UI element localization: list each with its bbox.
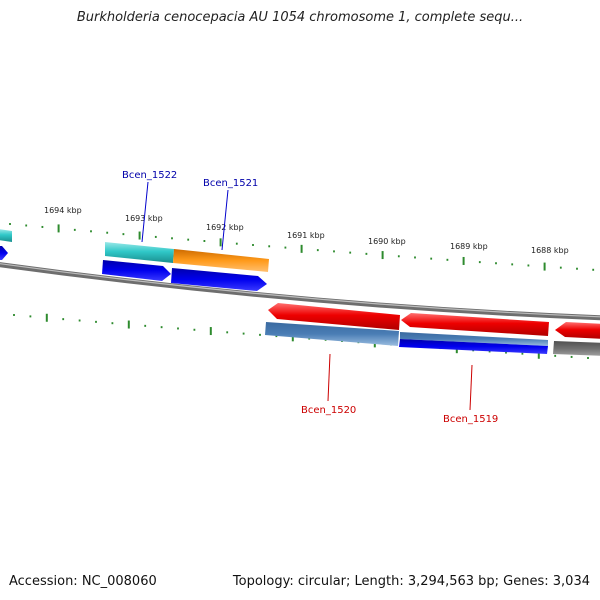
feature-bcen-1521-gene[interactable] [173,249,269,272]
cds-arrow-bcen-1519[interactable] [401,313,549,336]
gene-labels: Bcen_1522 Bcen_1521 Bcen_1520 Bcen_1519 [122,170,498,425]
sequence-summary-text: Topology: circular; Length: 3,294,563 bp… [232,574,590,589]
genome-backbone-highlight [0,263,600,318]
cds-arrow-bcen-1522[interactable] [102,260,171,281]
kbp-label-1692: 1692 kbp [206,223,244,232]
feature-gray-right-edge[interactable] [553,341,600,356]
genome-backbone [0,262,600,321]
cds-arrow-bcen-1520[interactable] [268,303,400,330]
kbp-label-1691: 1691 kbp [287,231,325,240]
kbp-label-1688: 1688 kbp [531,246,569,255]
feature-teal-left-edge[interactable] [0,229,12,242]
gene-arrow-left-edge[interactable] [0,246,8,260]
cds-arrow-right-edge[interactable] [555,322,600,339]
gene-label-bcen-1520[interactable]: Bcen_1520 [301,405,356,416]
feature-bcen-1520-gene[interactable] [265,322,399,346]
leader-line-bcen-1519 [469,364,473,411]
gene-label-bcen-1522[interactable]: Bcen_1522 [122,170,177,181]
gene-label-bcen-1521[interactable]: Bcen_1521 [203,178,258,189]
gene-label-bcen-1519[interactable]: Bcen_1519 [443,414,498,425]
kbp-label-1689: 1689 kbp [450,242,488,251]
feature-bcen-1519-gene-steel[interactable] [400,332,548,346]
forward-strand-features [0,229,269,291]
leader-line-bcen-1520 [327,353,331,402]
gene-label-leaders [141,181,473,411]
feature-bcen-1522-gene[interactable] [105,242,174,263]
upper-tick-row [9,223,595,271]
kbp-label-1694: 1694 kbp [44,206,82,215]
feature-bcen-1519-gene[interactable] [399,339,548,354]
page-title: Burkholderia cenocepacia AU 1054 chromos… [76,10,524,25]
leader-line-bcen-1521 [221,189,229,251]
kbp-label-1690: 1690 kbp [368,237,406,246]
accession-text: Accession: NC_008060 [9,574,157,589]
reverse-strand-features [265,303,600,356]
cds-arrow-bcen-1521[interactable] [171,268,267,291]
leader-line-bcen-1522 [141,181,149,243]
